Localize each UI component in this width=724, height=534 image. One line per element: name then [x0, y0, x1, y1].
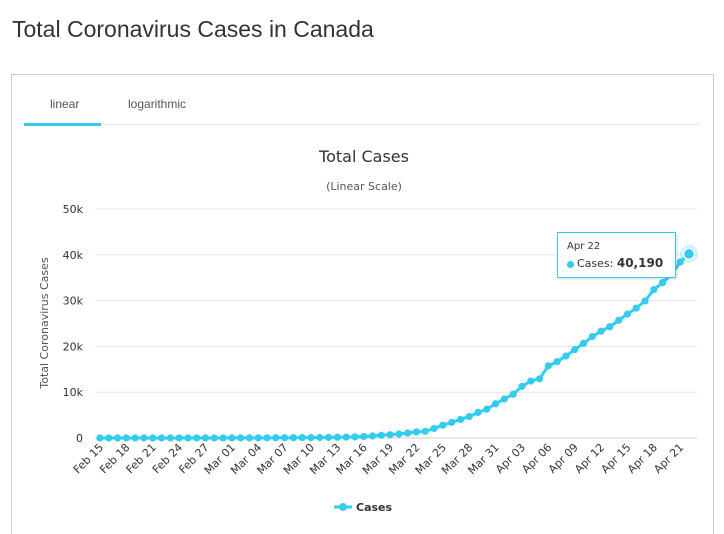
data-point: [491, 400, 500, 408]
legend-symbol-dot: [339, 503, 347, 511]
data-point: [149, 434, 157, 442]
data-point: [351, 433, 359, 441]
data-point: [360, 432, 368, 441]
y-axis-ticks: 0 10k 20k 30k 40k 50k: [63, 203, 84, 445]
data-point: [500, 395, 508, 403]
data-point: [245, 434, 254, 442]
data-point: [263, 434, 271, 442]
data-point: [456, 415, 465, 424]
data-point: [368, 432, 377, 440]
data-point: [281, 434, 289, 442]
data-point: [465, 412, 473, 421]
data-point: [412, 428, 421, 436]
data-point: [404, 429, 412, 437]
data-point: [272, 434, 280, 442]
data-point: [535, 375, 544, 383]
data-point: [615, 316, 623, 324]
legend-label-cases[interactable]: Cases: [356, 501, 393, 514]
tab-divider: [24, 124, 700, 125]
data-point: [632, 304, 640, 312]
data-point: [421, 427, 429, 435]
data-point: [606, 323, 614, 331]
data-point: [307, 433, 315, 442]
tooltip-value: 40,190: [616, 256, 664, 270]
data-point: [210, 434, 218, 442]
data-point: [659, 279, 667, 287]
data-point: [597, 327, 605, 335]
y-tick-label: 30k: [63, 295, 84, 308]
data-point: [157, 434, 166, 442]
y-tick-label: 40k: [63, 249, 84, 262]
data-point: [140, 434, 148, 442]
data-point: [386, 431, 394, 439]
data-point: [316, 433, 324, 442]
data-point: [544, 362, 552, 370]
chart-title: Total Cases: [318, 147, 409, 166]
y-tick-label: 10k: [63, 386, 84, 399]
data-point: [377, 431, 385, 439]
y-axis-label: Total Coronavirus Cases: [38, 257, 51, 390]
data-point: [448, 418, 456, 426]
y-tick-label: 20k: [63, 340, 84, 353]
data-point: [237, 434, 245, 442]
data-point: [579, 339, 588, 348]
data-point: [201, 434, 210, 442]
data-point: [324, 433, 333, 441]
tab-linear[interactable]: linear: [50, 97, 80, 111]
tooltip-series-dot: [567, 260, 574, 268]
data-point: [166, 434, 174, 442]
y-tick-label: 50k: [63, 203, 84, 216]
active-tab-indicator: [24, 123, 101, 126]
tab-logarithmic[interactable]: logarithmic: [128, 97, 187, 111]
data-point: [562, 352, 570, 360]
data-point: [219, 434, 227, 442]
data-point: [298, 434, 306, 442]
data-point: [175, 434, 183, 442]
data-point: [96, 434, 104, 442]
data-points: [96, 244, 698, 442]
legend[interactable]: Cases: [334, 501, 393, 514]
data-point: [289, 434, 298, 442]
page-title: Total Coronavirus Cases in Canada: [12, 16, 374, 42]
data-point: [228, 434, 236, 442]
chart-subtitle: (Linear Scale): [326, 180, 402, 193]
x-tick-label: Apr 21: [651, 441, 686, 476]
tooltip-series-row: Cases: 40,190: [567, 256, 663, 270]
data-point: [641, 297, 649, 305]
data-point: [122, 434, 130, 442]
data-point: [131, 434, 139, 442]
data-point: [483, 405, 491, 413]
data-point: [588, 332, 596, 341]
data-point: [430, 424, 438, 433]
tooltip-series-name: Cases: [577, 257, 610, 270]
data-point: [623, 310, 632, 318]
data-point: [553, 358, 561, 366]
data-point: [474, 408, 482, 417]
data-point: [342, 433, 350, 441]
data-point: [571, 346, 579, 354]
chart-panel: linear logarithmic: [11, 74, 714, 534]
tooltip: Apr 22 Cases: 40,190: [557, 232, 676, 278]
hover-point: [682, 247, 696, 261]
data-point: [333, 433, 341, 441]
data-point: [509, 390, 517, 398]
data-point: [184, 434, 192, 442]
data-point: [254, 434, 262, 442]
data-point: [395, 430, 403, 438]
data-point: [193, 434, 201, 442]
data-point: [113, 434, 122, 442]
y-tick-label: 0: [76, 432, 83, 445]
data-point: [518, 382, 526, 390]
data-point: [439, 421, 447, 429]
data-point: [676, 258, 684, 266]
data-point: [105, 434, 113, 442]
data-point: [527, 377, 535, 385]
tooltip-date: Apr 22: [567, 241, 601, 252]
data-point: [650, 285, 658, 294]
